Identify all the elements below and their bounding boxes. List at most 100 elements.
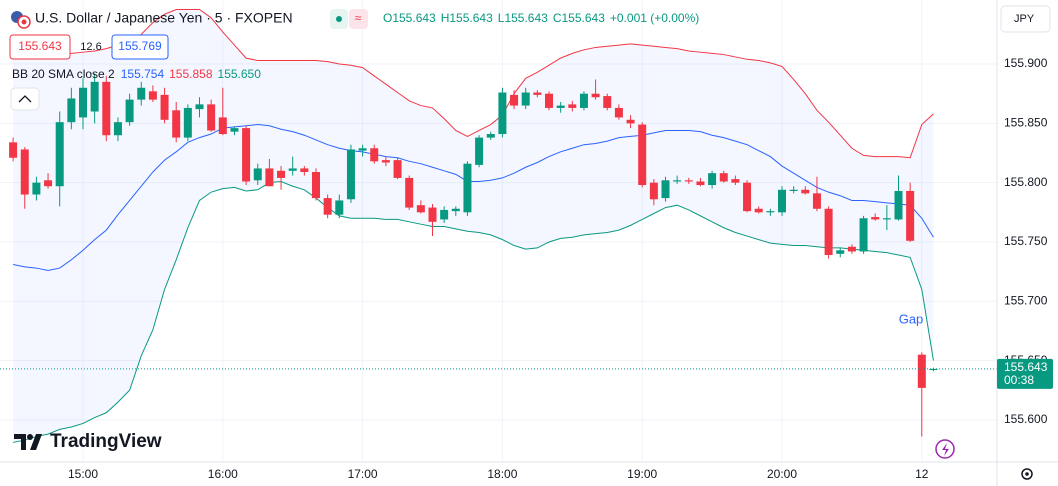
candle-body <box>44 180 53 187</box>
candle-body <box>370 148 379 162</box>
collapse-icon <box>18 95 32 103</box>
y-tick-label: 155.750 <box>1004 234 1048 248</box>
candle-body <box>882 218 891 220</box>
candle-body <box>743 182 752 212</box>
candle-body <box>463 163 472 213</box>
candle-body <box>789 189 798 191</box>
symbol-title: U.S. Dollar / Japanese Yen · 5 · FXOPEN <box>35 10 293 26</box>
candle-body <box>183 107 192 138</box>
candle-body <box>591 93 600 98</box>
candle-body <box>288 168 297 171</box>
candle-body <box>661 180 670 199</box>
x-tick-label: 15:00 <box>68 467 98 481</box>
logo-dot <box>27 434 33 440</box>
settings-button[interactable] <box>1021 468 1033 480</box>
candle-body <box>253 168 262 181</box>
candle-body <box>9 142 18 158</box>
candle-body <box>545 93 553 108</box>
lightning-icon <box>942 443 949 456</box>
x-tick-label: 20:00 <box>767 467 797 481</box>
buy-price: 155.769 <box>118 39 162 53</box>
flag-jp-dot <box>21 19 27 25</box>
quote-value: L155.643 <box>498 11 548 25</box>
quote-value: C155.643 <box>553 11 605 25</box>
indicator-value: 155.754 <box>121 67 165 81</box>
last-price-label: 155.643 <box>1004 360 1048 374</box>
candle-body <box>626 119 635 124</box>
candle-body <box>195 104 204 110</box>
spread: 12.6 <box>80 41 101 53</box>
x-tick-label: 17:00 <box>348 467 378 481</box>
candle-body <box>125 99 134 123</box>
candle-body <box>603 96 612 108</box>
sell-box[interactable] <box>9 34 71 60</box>
candle-body <box>871 217 880 220</box>
quote-value: +0.001 (+0.00%) <box>610 11 699 25</box>
candle-body <box>649 182 658 200</box>
candle-body <box>929 368 938 371</box>
candle-body <box>673 180 682 182</box>
band-fill <box>13 9 934 443</box>
last-price-box <box>997 358 1053 389</box>
candle-body <box>416 205 425 213</box>
candle-body <box>242 128 251 182</box>
candle-body <box>102 81 111 136</box>
candle-body <box>812 193 821 209</box>
y-tick-label: 155.800 <box>1004 175 1048 189</box>
candle-body <box>824 208 833 256</box>
buy-box[interactable] <box>111 34 169 60</box>
logo-text: TradingView <box>50 431 162 452</box>
price-axis-bg <box>997 0 1058 486</box>
candle-body <box>277 170 286 178</box>
candle-body <box>847 246 856 252</box>
candle-body <box>568 104 577 108</box>
candle-body <box>312 171 320 199</box>
candle-body <box>218 117 227 135</box>
currency-button[interactable] <box>1000 5 1051 33</box>
candle-body <box>917 354 926 388</box>
candle-body <box>533 92 542 95</box>
candle-body <box>498 92 507 135</box>
x-tick-label: 18:00 <box>487 467 517 481</box>
indicator-value: 155.858 <box>169 67 213 81</box>
data-button[interactable] <box>349 9 368 29</box>
candle-body <box>801 189 810 194</box>
header: U.S. Dollar / Japanese Yen · 5 · FXOPEN … <box>9 9 699 111</box>
y-tick-label: 155.700 <box>1004 293 1048 307</box>
candle-body <box>230 128 239 132</box>
quote-value: O155.643 <box>383 11 436 25</box>
candle-body <box>451 208 460 212</box>
indicator-name: BB 20 SMA close 2 <box>12 67 115 81</box>
candle-body <box>20 149 29 195</box>
x-tick-label: 19:00 <box>627 467 657 481</box>
candle-body <box>510 94 519 106</box>
candle-body <box>754 208 763 213</box>
candle-body <box>894 190 903 220</box>
collapse-button[interactable] <box>10 87 40 111</box>
quote-value: H155.643 <box>441 11 493 25</box>
candle-body <box>708 173 717 186</box>
x-tick-label: 16:00 <box>208 467 238 481</box>
candle-body <box>521 92 530 106</box>
candle-body <box>323 198 332 215</box>
candle-body <box>300 168 309 172</box>
x-tick-label: 12 <box>915 467 929 481</box>
sell-price: 155.643 <box>18 39 62 53</box>
logo: TradingView <box>14 431 162 452</box>
candle-body <box>79 87 87 118</box>
candle-body <box>265 168 274 187</box>
candle-body <box>32 182 41 195</box>
candle-body <box>428 207 437 222</box>
candle-body <box>731 179 740 183</box>
candle-body <box>614 107 623 118</box>
candle-body <box>207 104 216 131</box>
candle-body <box>335 200 344 215</box>
y-tick-label: 155.600 <box>1004 412 1048 426</box>
y-tick-label: 155.900 <box>1004 56 1048 70</box>
candle-body <box>766 211 775 213</box>
candle-body <box>475 137 484 165</box>
candle-body <box>346 149 355 200</box>
candle-body <box>148 91 157 100</box>
candle-body <box>113 122 122 136</box>
